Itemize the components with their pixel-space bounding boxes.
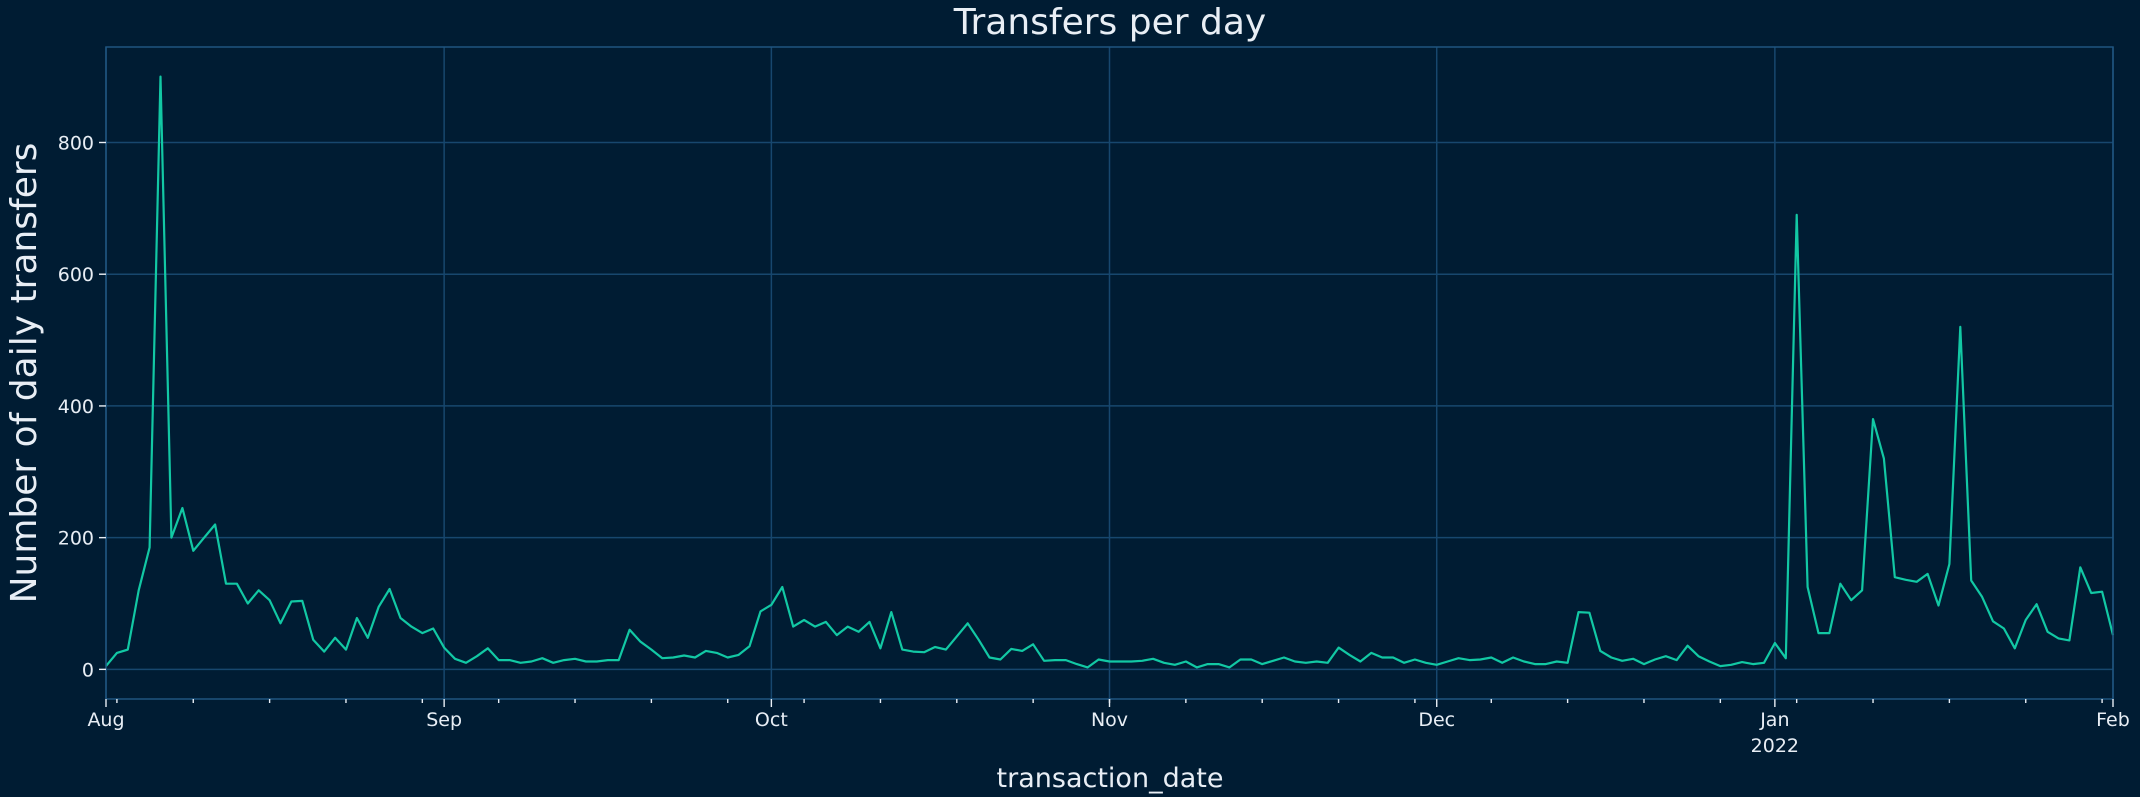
x-tick-label: Sep [426, 709, 462, 731]
y-tick-label: 600 [58, 264, 94, 286]
x-axis: Aug Sep Oct Nov Dec Jan 2022 Feb [87, 699, 2130, 757]
y-axis-label: Number of daily transfers [4, 143, 45, 604]
series-layer [105, 75, 2115, 669]
x-tick-label: Nov [1091, 709, 1128, 731]
x-tick-label: Jan [1759, 709, 1789, 731]
x-tick-label: Dec [1418, 709, 1455, 731]
chart-title: Transfers per day [953, 2, 1266, 43]
x-tick-label: Oct [755, 709, 788, 731]
y-tick-label: 400 [58, 396, 94, 418]
y-tick-label: 0 [82, 659, 94, 681]
x-tick-label: Feb [2096, 709, 2130, 731]
x-tick-year-label: 2022 [1751, 735, 1799, 757]
x-tick-label: Aug [87, 709, 124, 731]
x-axis-label: transaction_date [997, 763, 1224, 794]
y-tick-label: 200 [58, 528, 94, 550]
y-axis: 0 200 400 600 800 [58, 132, 106, 681]
series-line [105, 75, 2115, 669]
y-tick-label: 800 [58, 132, 94, 154]
